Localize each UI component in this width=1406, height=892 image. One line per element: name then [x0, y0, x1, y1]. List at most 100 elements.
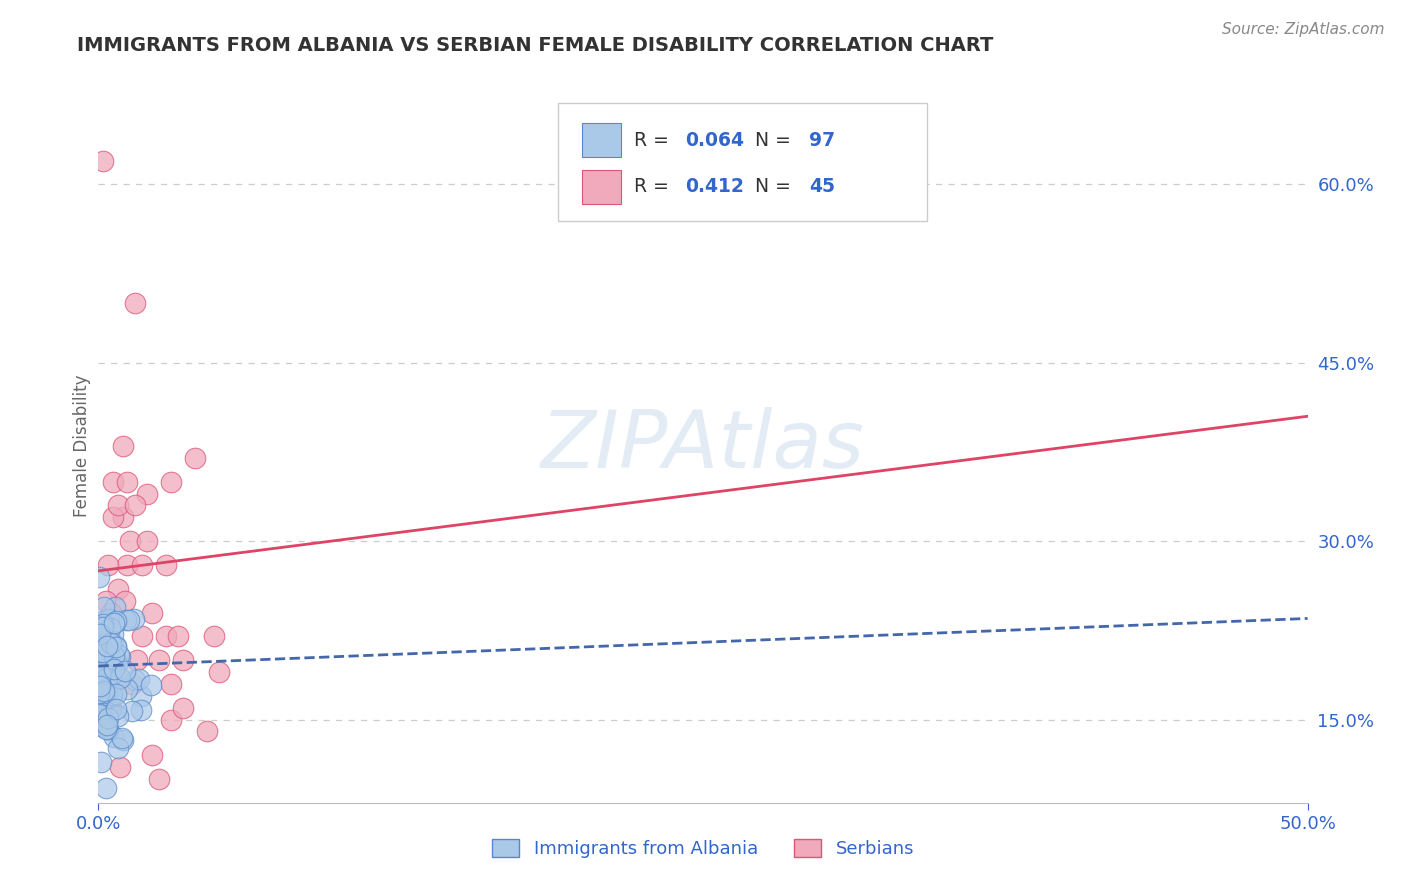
Point — [96, 682, 118, 697]
Point — [121, 704, 143, 718]
Point — [141, 606, 163, 620]
Point — [89, 633, 111, 648]
Point — [107, 582, 129, 596]
Point — [100, 700, 122, 714]
Point — [89, 648, 111, 663]
Point — [148, 772, 170, 786]
Point — [90, 707, 112, 722]
Text: R =: R = — [634, 131, 675, 150]
Y-axis label: Female Disability: Female Disability — [73, 375, 91, 517]
Point — [93, 684, 115, 698]
Point — [108, 760, 131, 774]
Point — [91, 153, 114, 168]
Point — [90, 660, 112, 674]
Point — [87, 678, 110, 692]
Point — [97, 639, 120, 653]
Point — [107, 709, 129, 723]
Point — [98, 621, 121, 635]
Point — [91, 620, 114, 634]
Point — [94, 689, 117, 703]
Point — [89, 627, 111, 641]
Point — [104, 653, 127, 667]
Point — [87, 686, 110, 700]
Point — [89, 670, 111, 684]
Point — [131, 558, 153, 572]
Point — [103, 627, 125, 641]
Point — [124, 296, 146, 310]
Point — [89, 712, 111, 726]
Point — [98, 612, 121, 626]
Point — [87, 680, 110, 694]
Point — [98, 627, 121, 641]
Text: 0.064: 0.064 — [685, 131, 744, 150]
Point — [89, 680, 111, 694]
Point — [105, 702, 128, 716]
Point — [96, 639, 118, 653]
Point — [98, 704, 121, 718]
Point — [108, 650, 131, 665]
Point — [131, 629, 153, 643]
Text: IMMIGRANTS FROM ALBANIA VS SERBIAN FEMALE DISABILITY CORRELATION CHART: IMMIGRANTS FROM ALBANIA VS SERBIAN FEMAL… — [77, 36, 994, 54]
Text: R =: R = — [634, 178, 675, 196]
Text: Source: ZipAtlas.com: Source: ZipAtlas.com — [1222, 22, 1385, 37]
Point — [94, 722, 117, 736]
Legend: Immigrants from Albania, Serbians: Immigrants from Albania, Serbians — [485, 831, 921, 865]
Text: 45: 45 — [810, 178, 835, 196]
Point — [117, 558, 139, 572]
Point — [103, 730, 125, 744]
Point — [94, 593, 117, 607]
Point — [89, 698, 111, 713]
FancyBboxPatch shape — [558, 103, 927, 221]
Point — [98, 681, 121, 696]
Point — [117, 475, 139, 489]
Point — [118, 613, 141, 627]
Point — [97, 722, 120, 736]
Point — [103, 615, 125, 630]
Point — [89, 645, 111, 659]
Point — [91, 616, 114, 631]
Point — [111, 439, 134, 453]
Point — [117, 681, 139, 696]
Point — [114, 593, 136, 607]
Point — [160, 475, 183, 489]
Point — [91, 665, 114, 679]
Point — [87, 651, 110, 665]
Point — [87, 691, 110, 706]
Point — [91, 645, 114, 659]
Point — [94, 683, 117, 698]
Point — [103, 661, 125, 675]
Point — [114, 664, 136, 678]
Point — [90, 687, 112, 701]
Point — [105, 639, 128, 653]
Point — [135, 534, 157, 549]
Text: 0.412: 0.412 — [685, 178, 744, 196]
Point — [91, 614, 114, 628]
Point — [118, 534, 141, 549]
Point — [105, 614, 128, 628]
Point — [93, 686, 115, 700]
Point — [93, 599, 115, 614]
Point — [90, 677, 112, 691]
Point — [91, 643, 114, 657]
Point — [90, 667, 112, 681]
Point — [91, 632, 114, 647]
Point — [111, 733, 134, 747]
Point — [89, 710, 111, 724]
Point — [100, 606, 122, 620]
Point — [141, 748, 163, 763]
Point — [91, 695, 114, 709]
Point — [89, 706, 111, 721]
Point — [135, 486, 157, 500]
Point — [89, 707, 111, 722]
Point — [101, 666, 124, 681]
Point — [104, 640, 127, 655]
Point — [90, 623, 112, 637]
Point — [89, 570, 111, 584]
Point — [94, 629, 117, 643]
Point — [96, 664, 118, 678]
Point — [105, 657, 128, 671]
Bar — [582, 123, 621, 157]
Point — [148, 653, 170, 667]
Point — [100, 635, 122, 649]
Point — [103, 640, 125, 654]
